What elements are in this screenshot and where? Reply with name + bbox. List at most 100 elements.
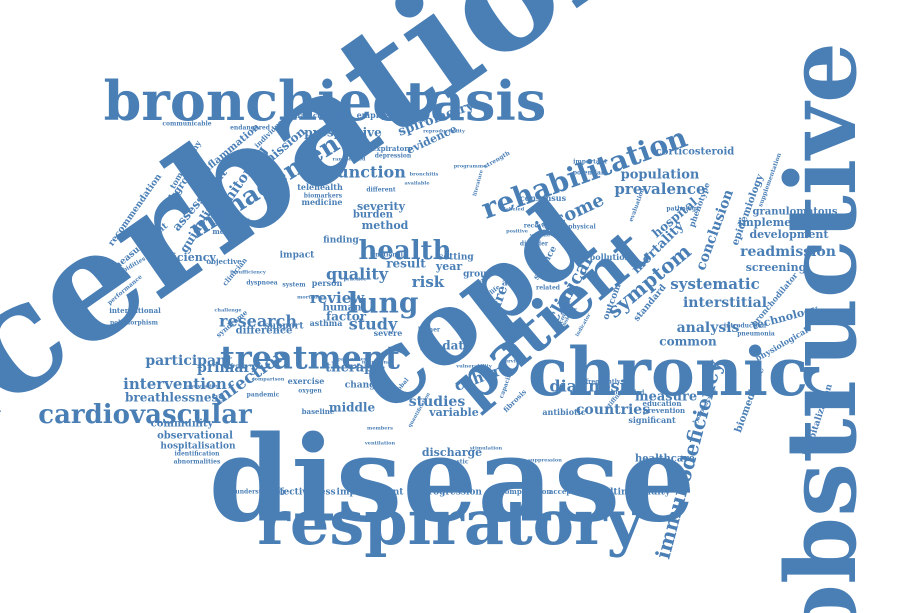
cloud-word-higher: higher — [418, 327, 441, 334]
cloud-word-severity: severity — [357, 200, 406, 213]
cloud-word-introduction: introduction — [724, 323, 767, 330]
cloud-word-year: year — [435, 260, 463, 273]
cloud-word-study: study — [349, 315, 398, 334]
cloud-word-primary: primary — [197, 360, 260, 376]
cloud-word-volume: volume — [529, 233, 550, 239]
cloud-word-method: method — [362, 219, 409, 232]
cloud-word-understanding: understanding — [235, 489, 285, 496]
cloud-word-observational: observational — [157, 431, 233, 442]
cloud-word-pathology: pathology — [666, 206, 700, 213]
cloud-word-common: common — [659, 335, 717, 349]
cloud-word-variable: variable — [428, 406, 479, 419]
cloud-word-person: person — [312, 278, 343, 288]
cloud-word-respiratory: respiratory — [257, 486, 644, 559]
cloud-word-discharge: discharge — [422, 446, 482, 459]
cloud-word-factor: factor — [326, 310, 367, 324]
cloud-word-related: related — [536, 285, 561, 292]
cloud-word-expiratory: expiratory — [372, 144, 413, 153]
cloud-word-potential: potential — [573, 170, 604, 177]
cloud-word-insufficiency: insufficiency — [230, 270, 267, 276]
cloud-word-deficiency: deficiency — [154, 251, 216, 264]
cloud-word-multimorbidity: multimorbidity — [594, 488, 671, 498]
cloud-word-complication: complication — [501, 487, 552, 496]
cloud-word-international: international — [109, 306, 161, 315]
cloud-word-hospitalisation: hospitalisation — [160, 442, 236, 452]
cloud-word-frequently: frequently — [586, 379, 621, 386]
cloud-word-suppression: suppression — [528, 458, 562, 464]
cloud-word-lung: lung — [348, 287, 419, 320]
cloud-word-chronic: chronic — [528, 333, 808, 411]
cloud-word-labeled: labeled — [504, 207, 525, 213]
cloud-word-setting: setting — [438, 253, 474, 263]
cloud-word-randomized: randomized — [332, 157, 366, 163]
cloud-word-antibiotic: antibiotic — [542, 407, 585, 417]
cloud-word-diagnosis: diagnosis — [549, 377, 634, 396]
cloud-word-national: national — [375, 252, 404, 259]
cloud-word-asthma: asthma — [310, 318, 343, 328]
cloud-word-interstitial: interstitial — [683, 295, 767, 311]
cloud-word-oxygen: oxygen — [298, 388, 322, 395]
cloud-word-emphysema: emphysema — [357, 110, 410, 120]
cloud-word-reproducibility: reproducibility — [423, 129, 466, 135]
cloud-word-middle: middle — [329, 401, 376, 415]
cloud-word-group: group — [463, 270, 493, 280]
cloud-word-quality: quality — [326, 265, 389, 284]
cloud-word-granulomatous: granulomatous — [753, 207, 838, 218]
cloud-word-screening: screening — [746, 261, 807, 274]
cloud-word-effect: effect — [420, 347, 437, 353]
cloud-word-function: function — [330, 163, 406, 182]
cloud-word-implementation: implementation — [738, 216, 836, 229]
cloud-word-consensus: consensus — [520, 193, 567, 203]
cloud-word-bronchitis: bronchitis — [410, 172, 439, 178]
cloud-word-readmission: readmission — [740, 244, 836, 260]
cloud-word-improvement: improvement — [337, 488, 405, 498]
cloud-word-progression: progression — [422, 488, 482, 498]
cloud-word-objective: objective — [206, 257, 242, 266]
cloud-word-dyspnoea: dyspnoea — [246, 280, 277, 287]
cloud-word-human: human — [323, 303, 363, 314]
cloud-word-available: available — [405, 181, 430, 187]
cloud-word-system: system — [282, 282, 306, 289]
cloud-word-practice: practice — [344, 277, 367, 283]
cloud-word-severe: severe — [374, 328, 403, 338]
cloud-word-anxiety: anxiety — [557, 307, 578, 313]
cloud-word-studies: studies — [409, 394, 466, 410]
cloud-word-mortality: mortality — [297, 295, 324, 301]
cloud-word-healthcare: healthcare — [635, 454, 695, 465]
cloud-word-breathlessness: breathlessness — [125, 391, 225, 405]
cloud-word-sectional: sectional — [214, 217, 250, 226]
cloud-word-participant: participant — [145, 353, 233, 369]
cloud-word-research: research — [219, 312, 297, 331]
cloud-word-controlled: controlled — [610, 390, 645, 397]
cloud-word-depression: depression — [375, 153, 412, 160]
cloud-word-bronchiectasis: bronchiectasis — [104, 69, 547, 133]
cloud-word-review: review — [310, 289, 365, 307]
cloud-word-result: result — [386, 257, 426, 271]
cloud-word-vulnerability: vulnerability — [455, 364, 493, 370]
cloud-word-parameter: parameter — [337, 357, 367, 363]
cloud-word-important: important — [573, 159, 607, 166]
cloud-word-effectiveness: effectiveness — [270, 488, 335, 498]
cloud-word-prevalence: prevalence — [614, 180, 705, 198]
cloud-word-prospective: prospective — [304, 126, 382, 140]
cloud-word-characteristic: characteristic — [291, 111, 346, 120]
cloud-word-service: service — [502, 359, 522, 365]
cloud-word-challenge: challenge — [214, 308, 241, 314]
cloud-word-endangered: endangered — [230, 125, 271, 132]
cloud-word-significant: significant — [628, 415, 676, 425]
cloud-word-corticosteroid: corticosteroid — [656, 147, 735, 158]
cloud-word-members: members — [367, 426, 393, 432]
cloud-word-development: development — [749, 228, 829, 241]
cloud-word-difference: difference — [236, 326, 293, 337]
cloud-word-prevention: prevention — [643, 406, 685, 415]
cloud-word-exercise: exercise — [288, 376, 325, 386]
cloud-word-cardiovascular: cardiovascular — [38, 400, 252, 430]
cloud-word-polymorphism: polymorphism — [110, 320, 159, 327]
cloud-word-positive: positive — [506, 229, 528, 235]
cloud-word-finding: finding — [323, 236, 359, 246]
cloud-word-communicable: communicable — [162, 121, 211, 128]
cloud-word-moderate: moderate — [212, 227, 250, 236]
